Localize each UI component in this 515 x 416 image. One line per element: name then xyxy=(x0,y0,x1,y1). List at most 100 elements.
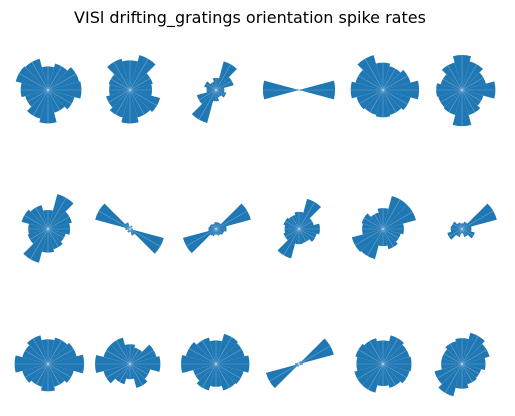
polar-bar xyxy=(462,229,475,239)
polar-gridline xyxy=(298,56,319,91)
polar-gridline xyxy=(298,363,319,398)
polar-bar xyxy=(462,90,481,115)
polar-bar xyxy=(216,355,250,373)
polar-gridline xyxy=(47,228,68,263)
polar-bar xyxy=(196,337,216,364)
polar-gridline xyxy=(196,363,217,398)
polar-bar xyxy=(15,66,48,90)
polar-gridline xyxy=(461,363,496,384)
polar-bar xyxy=(364,338,383,364)
polar-bar xyxy=(443,90,462,115)
polar-gridline xyxy=(349,209,384,230)
polar-gridline xyxy=(28,363,49,398)
polar-bar xyxy=(127,229,130,231)
polar-gridline xyxy=(47,363,68,398)
polar-bar xyxy=(130,55,156,90)
polar-gridline xyxy=(129,344,164,365)
polar-bar xyxy=(299,229,317,242)
polar-bar xyxy=(48,81,82,99)
polar-gridline xyxy=(461,195,482,230)
polar-gridline xyxy=(215,70,250,91)
polar-bar xyxy=(48,194,74,229)
polar-bar xyxy=(462,81,496,99)
polar-gridline xyxy=(96,344,131,365)
polar-bar xyxy=(383,223,404,235)
polar-bar xyxy=(440,74,462,90)
polar-gridline xyxy=(129,330,150,365)
polar-bar xyxy=(107,58,130,90)
polar-gridline xyxy=(96,209,131,230)
polar-bar xyxy=(48,337,68,364)
polar-bar xyxy=(43,210,53,229)
polar-gridline xyxy=(265,344,300,365)
polar-gridline xyxy=(129,195,150,230)
polar-panel xyxy=(92,326,168,402)
polar-bar xyxy=(30,205,48,229)
polar-bar xyxy=(130,84,153,96)
polar-gridline xyxy=(14,89,49,110)
polar-bar xyxy=(130,347,143,364)
polar-bar xyxy=(462,364,477,385)
polar-gridline xyxy=(47,70,82,91)
polar-bar xyxy=(48,229,66,242)
polar-panel xyxy=(424,52,500,128)
polar-gridline xyxy=(298,228,319,263)
polar-bar xyxy=(383,364,410,384)
polar-bar xyxy=(299,229,310,243)
polar-gridline xyxy=(47,209,82,230)
polar-gridline xyxy=(129,228,164,249)
polar-bar xyxy=(214,222,218,229)
polar-bar xyxy=(265,364,299,389)
polar-bar xyxy=(130,229,135,236)
polar-bar xyxy=(298,362,300,364)
polar-gridline xyxy=(428,344,463,365)
polar-bar xyxy=(28,223,48,235)
polar-bar xyxy=(447,229,462,240)
polar-bar xyxy=(48,90,75,110)
polar-bar xyxy=(360,229,383,260)
polar-gridline xyxy=(215,56,236,91)
polar-gridline xyxy=(298,228,333,249)
polar-bar xyxy=(130,90,151,118)
polar-gridline xyxy=(96,228,131,249)
polar-gridline xyxy=(442,363,463,398)
polar-gridline xyxy=(110,195,131,230)
polar-gridline xyxy=(110,363,131,398)
polar-gridline xyxy=(28,330,49,365)
polar-gridline xyxy=(110,56,131,91)
polar-gridline xyxy=(196,195,217,230)
polar-bar xyxy=(354,364,383,385)
polar-bar xyxy=(457,222,462,229)
polar-bar xyxy=(357,55,383,90)
polar-gridline xyxy=(215,228,236,263)
polar-bar xyxy=(48,90,65,113)
polar-bar xyxy=(362,223,383,235)
polar-bar xyxy=(299,338,334,364)
polar-gridline xyxy=(215,228,250,249)
polar-gridline xyxy=(28,228,49,263)
polar-gridline xyxy=(129,70,164,91)
polar-bar xyxy=(455,364,469,389)
polar-gridline xyxy=(461,363,482,398)
polar-gridline xyxy=(47,89,82,110)
polar-gridline xyxy=(215,209,250,230)
polar-bar xyxy=(216,229,221,236)
polar-panel xyxy=(261,326,337,402)
polar-bar xyxy=(298,90,299,91)
polar-gridline xyxy=(461,344,496,365)
polar-bar xyxy=(383,69,411,90)
polar-bar xyxy=(298,364,300,366)
polar-panel xyxy=(345,191,421,267)
polar-gridline xyxy=(182,209,217,230)
polar-gridline xyxy=(110,330,131,365)
polar-gridline xyxy=(182,363,217,384)
polar-bar xyxy=(299,88,301,90)
polar-bar xyxy=(451,221,462,229)
polar-bar xyxy=(210,81,216,90)
polar-gridline xyxy=(382,195,403,230)
polar-bar xyxy=(462,61,483,90)
polar-gridline xyxy=(442,228,463,263)
polar-gridline xyxy=(279,195,300,230)
polar-bar xyxy=(196,364,216,391)
polar-bar xyxy=(455,338,469,364)
